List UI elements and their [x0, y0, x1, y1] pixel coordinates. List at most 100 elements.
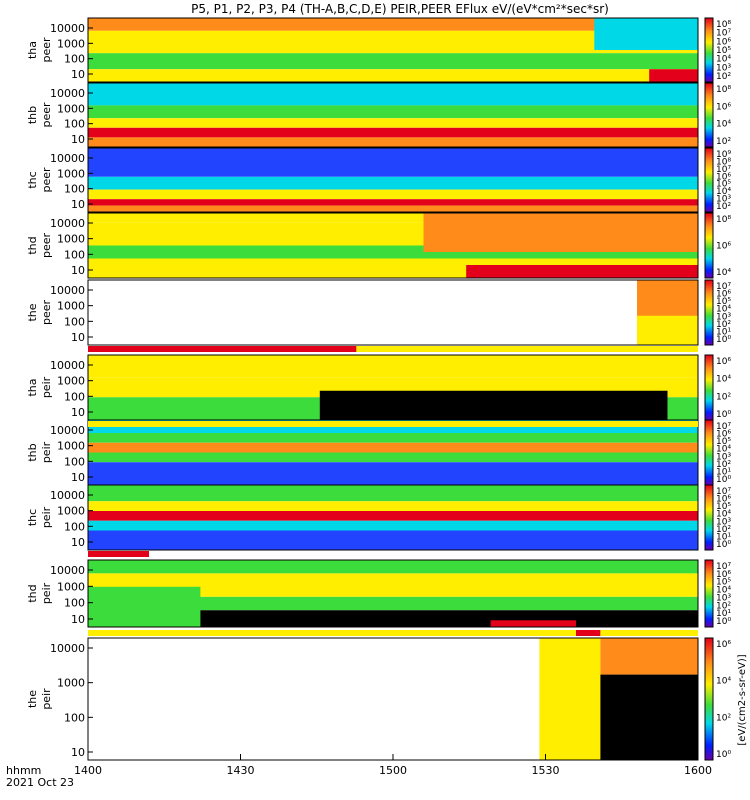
colorbar-tick-label: 10⁵ [716, 437, 731, 447]
panel-ylabel-probe: thd [26, 236, 39, 254]
colorbar-tick-label: 10⁵ [716, 180, 731, 190]
panel-the-peir: 10000 1000 100 10 the peir 10⁶ 10⁴ 10² 10⁰ [26, 637, 731, 761]
spectrogram-band [466, 265, 698, 278]
colorbar-tick-label: 10⁴ [716, 187, 731, 197]
y-tick-label: 10 [71, 133, 85, 146]
y-tick-label: 10 [71, 198, 85, 211]
y-tick-label: 10 [71, 536, 85, 549]
panel-ylabel-species: peer [40, 167, 53, 193]
y-tick-label: 10 [71, 613, 85, 626]
y-tick-label: 100 [64, 183, 85, 196]
x-tick-label: 1600 [684, 764, 712, 777]
colorbar-tick-label: 10² [716, 137, 731, 147]
panel-ylabel-probe: thd [26, 584, 39, 602]
x-tick-label: 1530 [532, 764, 560, 777]
colorbar-tick-label: 10⁰ [716, 750, 731, 760]
spectrogram-band [88, 18, 698, 31]
colorbar-tick-label: 10⁰ [716, 335, 731, 345]
y-tick-label: 10000 [50, 489, 85, 502]
panel-thb-peer: 10000 1000 100 10 thb peer 10⁸ 10⁶ 10⁴ 10² [26, 82, 731, 148]
spectrogram-band [88, 205, 698, 212]
colorbar-tick-label: 10² [716, 392, 731, 402]
colorbar-tick-label: 10⁹ [716, 150, 731, 160]
colorbar-tick-label: 10⁵ [716, 297, 731, 307]
colorbar-tick-label: 10⁸ [716, 20, 731, 30]
y-tick-label: 1000 [57, 580, 85, 593]
colorbar-tick-label: 10³ [716, 312, 731, 322]
spectrogram-band [88, 176, 698, 190]
colorbar-tick-label: 10⁷ [716, 487, 731, 497]
panel-ylabel-species: peir [40, 688, 53, 710]
colorbar-tick-label: 10¹ [716, 467, 731, 477]
colorbar-tick-label: 10⁰ [716, 617, 731, 627]
colorbar-tick-label: 10⁶ [716, 242, 731, 252]
y-tick-label: 1000 [57, 677, 85, 690]
colorbar-tick-label: 10⁷ [716, 282, 731, 292]
panel-ylabel-probe: tha [26, 378, 39, 396]
mode-flag-bar [88, 421, 698, 427]
spectrogram-band [88, 501, 698, 511]
figure-title: P5, P1, P2, P3, P4 (TH-A,B,C,D,E) PEIR,P… [191, 2, 609, 16]
y-tick-label: 100 [64, 597, 85, 610]
colorbar-tick-label: 10⁴ [716, 677, 731, 687]
spectrogram-band [600, 674, 698, 760]
y-tick-label: 10 [71, 406, 85, 419]
spectrogram-band [88, 355, 698, 378]
x-tick-label: 1500 [379, 764, 407, 777]
panel-ylabel-species: peir [40, 376, 53, 398]
colorbar-tick-label: 10² [716, 525, 731, 535]
colorbar-tick-label: 10⁴ [716, 268, 731, 278]
spectrogram-band [88, 148, 698, 177]
y-tick-label: 1000 [57, 375, 85, 388]
colorbar [704, 419, 714, 486]
panel-ylabel-species: peer [40, 300, 53, 326]
spectrogram-band [88, 53, 698, 70]
colorbar-tick-label: 10⁸ [716, 157, 731, 167]
y-tick-label: 100 [64, 118, 85, 131]
y-tick-label: 10 [71, 331, 85, 344]
panel-frame [87, 484, 699, 551]
colorbar-tick-label: 10⁴ [716, 445, 731, 455]
spectrogram-band [88, 69, 698, 82]
colorbar-tick-label: 10⁶ [716, 430, 731, 440]
panel-thd-peer: 10000 1000 100 10 thd peer 10⁸ 10⁶ 10⁴ [26, 212, 731, 279]
y-tick-label: 10 [71, 471, 85, 484]
spectrogram-band [88, 137, 698, 147]
panel-tha-peir: 10000 1000 100 10 tha peir 10⁶ 10⁴ 10² 10⁰ [26, 354, 731, 421]
colorbar [704, 559, 714, 628]
x-tick-label: 1430 [227, 764, 255, 777]
colorbar-tick-label: 10⁴ [716, 55, 731, 65]
colorbar-tick-label: 10⁶ [716, 495, 731, 505]
y-tick-label: 10000 [50, 564, 85, 577]
panel-ylabel-probe: tha [26, 41, 39, 59]
y-tick-label: 1000 [57, 440, 85, 453]
colorbar-tick-label: 10⁷ [716, 165, 731, 175]
colorbar-tick-label: 10⁵ [716, 46, 731, 56]
spectrogram-band [649, 69, 698, 82]
y-tick-label: 1000 [57, 300, 85, 313]
mode-flag-segment [88, 630, 576, 636]
panel-ylabel-species: peir [40, 441, 53, 463]
y-tick-label: 100 [64, 711, 85, 724]
colorbar-tick-label: 10⁴ [716, 375, 731, 385]
colorbar [704, 484, 714, 551]
y-tick-label: 10000 [50, 424, 85, 437]
spectrogram-band [88, 452, 698, 463]
y-tick-label: 10000 [50, 152, 85, 165]
spectrogram-band [539, 638, 601, 760]
panel-ylabel-probe: thc [26, 509, 39, 526]
colorbar-tick-label: 10⁵ [716, 502, 731, 512]
panel-ylabel-species: peer [40, 102, 53, 128]
colorbar-tick-label: 10³ [716, 63, 731, 73]
colorbar-tick-label: 10¹ [716, 609, 731, 619]
colorbar-tick-label: 10¹ [716, 532, 731, 542]
panel-frame [87, 147, 699, 213]
panel-frame [87, 17, 699, 83]
colorbar-tick-label: 10⁴ [716, 305, 731, 315]
spectrogram-band [88, 189, 698, 200]
spectrogram-band [88, 485, 698, 502]
